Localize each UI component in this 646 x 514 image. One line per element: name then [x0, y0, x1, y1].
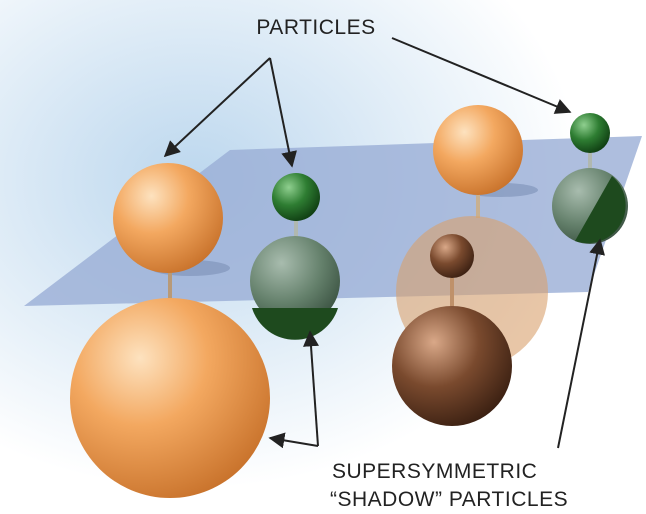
arrow	[391, 37, 572, 114]
particle	[570, 113, 610, 153]
label-shadow-2: “SHADOW” PARTICLES	[330, 488, 568, 511]
label-particles: PARTICLES	[256, 16, 375, 39]
particle	[430, 234, 474, 278]
shadow-particle	[250, 236, 340, 326]
arrow	[163, 57, 271, 158]
particle	[272, 173, 320, 221]
arrow	[303, 330, 319, 447]
shadow-particle	[70, 298, 270, 498]
arrows	[163, 37, 605, 449]
shadow-particle	[392, 306, 512, 426]
arrow	[268, 432, 319, 449]
shadow-particle-part	[575, 176, 626, 244]
particle	[113, 163, 223, 273]
particle	[433, 105, 523, 195]
arrow	[269, 57, 297, 168]
label-shadow-1: SUPERSYMMETRIC	[332, 460, 537, 483]
arrow	[557, 238, 605, 449]
